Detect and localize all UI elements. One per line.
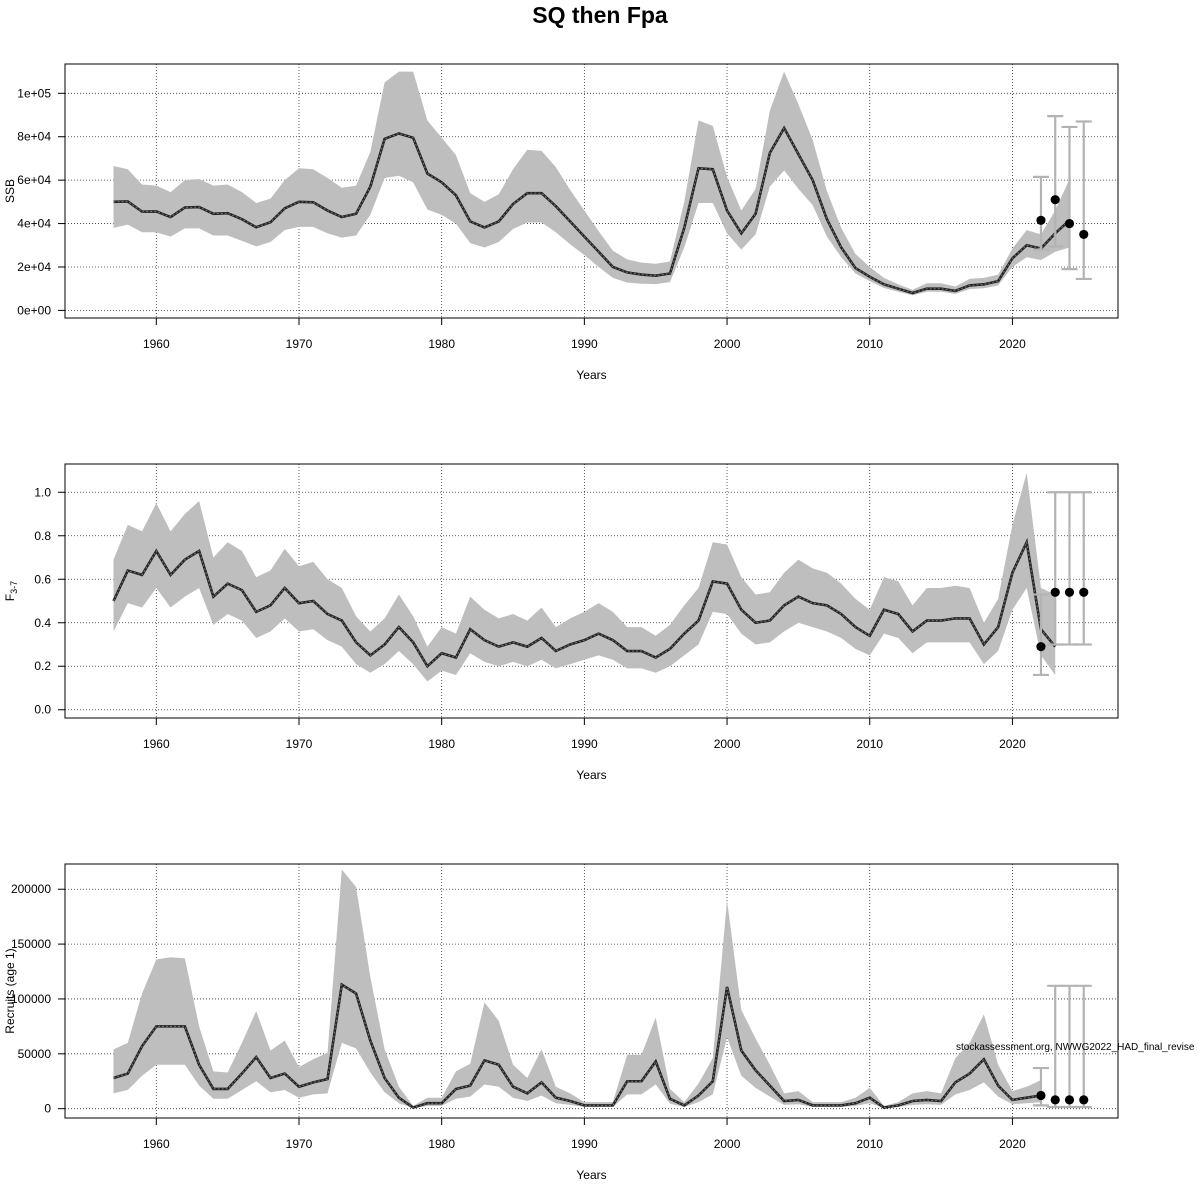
ssb-xtick-label: 1980: [428, 337, 455, 351]
fbar-ytick-label: 1.0: [34, 485, 51, 499]
recruits-xtick-label: 1990: [571, 1137, 598, 1151]
fbar-xtick-label: 1970: [286, 737, 313, 751]
ssb-panel: 1960 1970 1980 1990 2000 2010 2020 0e+00 2e+04 4e…: [3, 63, 1119, 382]
ssb-xtick-label: 1990: [571, 337, 598, 351]
fbar-confidence-band: [113, 472, 1056, 682]
recruits-ytick-label: 200000: [11, 882, 51, 896]
projection-point: [1036, 642, 1046, 652]
ssb-xtick-label: 2020: [999, 337, 1026, 351]
recruits-xtick-label: 1960: [143, 1137, 170, 1151]
ssb-confidence-band: [113, 71, 1070, 296]
ssb-projection-2022: [1032, 175, 1049, 251]
ssb-projection-2024: [1061, 125, 1078, 271]
projection-point: [1050, 587, 1060, 597]
fbar-xtick-label: 2000: [714, 737, 741, 751]
fbar-xtick-label: 1990: [571, 737, 598, 751]
recruits-ytick-label: 50000: [18, 1047, 52, 1061]
fbar-ytick-label: 0.2: [34, 659, 51, 673]
fbar-projection-2025: [1075, 491, 1092, 646]
recruits-xtick-label: 2000: [714, 1137, 741, 1151]
recruits-projection-2022: [1032, 1066, 1049, 1107]
fbar-ylabel-subscript: 3-7: [9, 581, 19, 594]
ssb-ytick-label: 2e+04: [17, 260, 51, 274]
recruits-ytick-label: 100000: [11, 992, 51, 1006]
projection-point: [1079, 229, 1089, 240]
ssb-ytick-label: 4e+04: [17, 217, 51, 231]
fbar-xtick-label: 2020: [999, 737, 1026, 751]
fbar-projection-2024: [1061, 491, 1078, 646]
ssb-ylabel: SSB: [3, 179, 17, 203]
ssb-projection-2023: [1047, 115, 1064, 248]
watermark-text: stockassessment.org, NWWG2022_HAD_final_…: [956, 1042, 1195, 1053]
projection-point: [1050, 195, 1060, 205]
recruits-ytick-label: 150000: [11, 937, 51, 951]
fbar-xlabel: Years: [576, 768, 606, 782]
fbar-ytick-label: 0.0: [34, 703, 51, 717]
recruits-xtick-label: 1980: [428, 1137, 455, 1151]
ssb-estimate-line-dots: [113, 127, 1070, 294]
ssb-projection-2025: [1075, 120, 1092, 281]
projection-point: [1050, 1095, 1060, 1105]
fbar-xtick-label: 2010: [856, 737, 883, 751]
fbar-ytick-label: 0.8: [34, 529, 51, 543]
recruits-ytick-label: 0: [44, 1102, 51, 1116]
projection-point: [1036, 1090, 1046, 1101]
projection-point: [1079, 1095, 1089, 1105]
recruits-projection-2025: [1075, 984, 1092, 1109]
projection-point: [1064, 218, 1075, 229]
projection-point: [1079, 587, 1089, 597]
fbar-panel: 1960 1970 1980 1990 2000 2010 2020 0.0 0.2 0.4 0.6…: [3, 463, 1119, 782]
ssb-xtick-label: 2000: [714, 337, 741, 351]
recruits-estimate-line-dots: [113, 983, 1042, 1109]
ssb-ytick-label: 6e+04: [17, 173, 51, 187]
recruits-xtick-label: 2010: [856, 1137, 883, 1151]
fbar-xtick-label: 1980: [428, 737, 455, 751]
ssb-xtick-label: 2010: [856, 337, 883, 351]
recruits-xtick-label: 2020: [999, 1137, 1026, 1151]
ssb-ytick-label: 1e+05: [17, 86, 51, 100]
ssb-ytick-label: 8e+04: [17, 130, 51, 144]
recruits-xtick-label: 1970: [286, 1137, 313, 1151]
fbar-frame: [64, 463, 1119, 719]
recruits-projection-2024: [1061, 984, 1078, 1109]
fbar-projection-2023: [1047, 491, 1064, 646]
recruits-ylabel: Recruits (age 1): [3, 948, 17, 1033]
recruits-confidence-band: [113, 869, 1041, 1109]
fbar-ytick-label: 0.6: [34, 572, 51, 586]
projection-point: [1064, 587, 1075, 597]
ssb-xtick-label: 1960: [143, 337, 170, 351]
fbar-estimate-line-dots: [113, 540, 1056, 668]
recruits-xlabel: Years: [576, 1168, 606, 1182]
recruits-frame: [64, 863, 1119, 1119]
ssb-xtick-label: 1970: [286, 337, 313, 351]
projection-point: [1036, 215, 1046, 225]
ssb-xlabel: Years: [576, 368, 606, 382]
recruits-panel: 1960 1970 1980 1990 2000 2010 2020 0 50000 100000…: [3, 863, 1119, 1182]
ssb-frame: [64, 63, 1119, 319]
recruits-projection-2023: [1047, 984, 1064, 1109]
chart-title: SQ then Fpa: [532, 2, 668, 28]
fbar-ytick-label: 0.4: [34, 616, 51, 630]
ssb-ytick-label: 0e+00: [17, 303, 51, 317]
projection-point: [1064, 1095, 1075, 1105]
fbar-ylabel: F3-7: [3, 581, 19, 601]
fbar-xtick-label: 1960: [143, 737, 170, 751]
fbar-projection-2022: [1032, 593, 1049, 677]
